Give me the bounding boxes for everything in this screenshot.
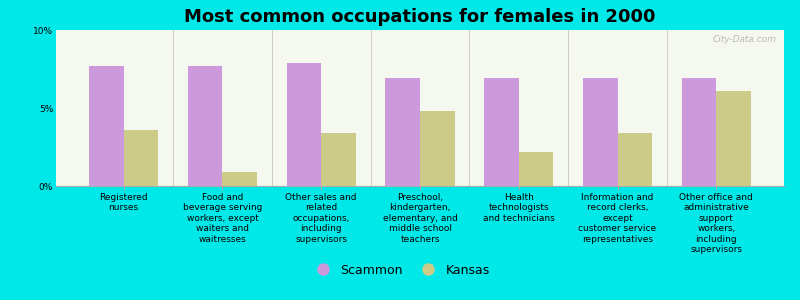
Bar xyxy=(484,78,518,186)
Title: Most common occupations for females in 2000: Most common occupations for females in 2… xyxy=(184,8,656,26)
Bar xyxy=(386,78,420,186)
Bar xyxy=(89,66,124,186)
Bar xyxy=(188,66,222,186)
Legend: Scammon, Kansas: Scammon, Kansas xyxy=(306,259,494,282)
Bar xyxy=(222,172,257,186)
Bar xyxy=(124,130,158,186)
Bar xyxy=(420,111,454,186)
Bar xyxy=(286,63,322,186)
Bar xyxy=(583,78,618,186)
Bar xyxy=(518,152,554,186)
Text: City-Data.com: City-Data.com xyxy=(713,35,777,44)
Bar xyxy=(716,91,751,186)
Bar xyxy=(682,78,716,186)
Bar xyxy=(322,133,356,186)
Bar xyxy=(618,133,652,186)
